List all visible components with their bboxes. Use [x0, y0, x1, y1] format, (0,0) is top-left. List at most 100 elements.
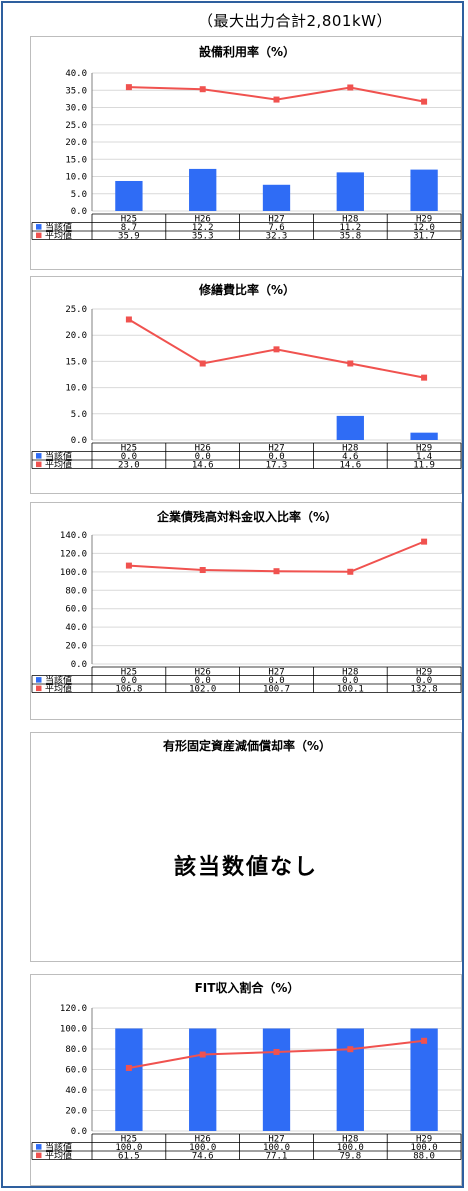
y-tick-label: 140.0 [60, 531, 87, 541]
point-average-H27 [273, 96, 280, 103]
data-label-average: 14.6 [192, 460, 214, 470]
debt-ratio-chart: 企業債残高対料金収入比率（%） 0.0 20.0 40.0 60.0 80.0 100.0 1… [31, 509, 462, 694]
point-average-H28 [347, 360, 354, 367]
depreciation-ratio-chart: 有形固定資産減価償却率（%） [163, 738, 331, 753]
legend-average-label: 平均値 [45, 682, 72, 694]
legend-average-swatch [36, 461, 42, 468]
bar-current-H29 [410, 169, 438, 211]
y-tick-label: 0.0 [71, 660, 87, 670]
data-label-current: 7.6 [268, 223, 284, 233]
point-average-H28 [347, 1046, 354, 1053]
data-label-current: 0.0 [195, 676, 211, 686]
y-tick-label: 25.0 [65, 305, 87, 315]
data-label-current: 100.0 [115, 1143, 142, 1153]
bar-current-H26 [189, 168, 217, 211]
point-average-H26 [199, 86, 206, 93]
line-average [128, 540, 425, 573]
data-label-average: 17.3 [266, 460, 288, 470]
x-category-label: H27 [268, 443, 284, 453]
chart-title: 設備利用率（%） [199, 44, 295, 59]
data-label-average: 102.0 [189, 684, 216, 694]
y-tick-label: 20.0 [65, 642, 87, 652]
chart-title: 有形固定資産減価償却率（%） [163, 738, 331, 753]
data-label-average: 79.8 [339, 1151, 361, 1161]
y-tick-label: 120.0 [60, 1004, 87, 1014]
x-category-label: H29 [416, 214, 432, 224]
data-label-average: 32.3 [266, 231, 288, 241]
y-tick-label: 40.0 [65, 69, 87, 79]
legend-current-swatch [36, 1144, 42, 1150]
legend-current-label: 当該値 [45, 1141, 72, 1153]
x-category-label: H25 [121, 667, 137, 677]
data-label-average: 35.8 [339, 231, 361, 241]
bar-current-H25 [115, 180, 143, 211]
data-label-average: 23.0 [118, 460, 140, 470]
data-label-average: 100.1 [337, 684, 364, 694]
data-label-average: 31.7 [413, 231, 435, 241]
x-category-label: H26 [195, 443, 211, 453]
legend-average-swatch [36, 1152, 42, 1159]
y-tick-label: 0.0 [71, 207, 87, 217]
point-average-H29 [421, 1037, 428, 1044]
x-category-label: H26 [195, 667, 211, 677]
data-label-average: 11.9 [413, 460, 435, 470]
x-category-label: H29 [416, 443, 432, 453]
data-label-average: 61.5 [118, 1151, 140, 1161]
chart-title: 修繕費比率（%） [198, 282, 295, 297]
data-label-average: 35.3 [192, 231, 214, 241]
repair-cost-ratio-chart: 修繕費比率（%） 0.0 5.0 10.0 15.0 20.0 25.0 H25 H26 H27 H… [31, 282, 462, 470]
data-label-current: 4.6 [342, 452, 358, 462]
y-tick-label: 5.0 [71, 410, 87, 420]
data-label-current: 0.0 [416, 676, 432, 686]
point-average-H29 [421, 98, 428, 105]
x-category-label: H25 [121, 214, 137, 224]
point-average-H25 [125, 84, 132, 91]
chart-panel-capacity-factor: 設備利用率（%） 0.0 5.0 10.0 15.0 20.0 25.0 30.0 35.0 40… [30, 36, 462, 270]
x-category-label: H28 [342, 214, 358, 224]
legend-average-swatch [36, 685, 42, 692]
chart-title: FIT収入割合（%） [195, 980, 300, 995]
data-label-average: 14.6 [339, 460, 361, 470]
legend-current-swatch [36, 224, 42, 230]
point-average-H28 [347, 568, 354, 575]
legend-average-label: 平均値 [45, 458, 72, 470]
legend-current-label: 当該値 [45, 674, 72, 686]
point-average-H25 [125, 1064, 132, 1071]
legend-current-label: 当該値 [45, 221, 72, 233]
point-average-H26 [199, 1051, 206, 1058]
x-category-label: H29 [416, 1134, 432, 1144]
x-category-label: H28 [342, 1134, 358, 1144]
y-tick-label: 80.0 [65, 586, 87, 596]
data-label-average: 77.1 [266, 1151, 288, 1161]
point-average-H25 [125, 562, 132, 569]
chart-panel-depreciation-ratio: 有形固定資産減価償却率（%） 該当数値なし [30, 732, 462, 962]
y-tick-label: 40.0 [65, 623, 87, 633]
data-label-average: 132.8 [411, 684, 438, 694]
chart-panel-debt-ratio: 企業債残高対料金収入比率（%） 0.0 20.0 40.0 60.0 80.0 100.0 1… [30, 502, 462, 720]
point-average-H26 [199, 360, 206, 367]
point-average-H25 [125, 316, 132, 323]
y-tick-label: 20.0 [65, 331, 87, 341]
y-tick-label: 10.0 [65, 173, 87, 183]
y-tick-label: 60.0 [65, 1066, 87, 1076]
capacity-header: （最大出力合計2,801kW） [198, 12, 392, 30]
y-tick-label: 5.0 [71, 190, 87, 200]
y-tick-label: 120.0 [60, 549, 87, 559]
y-tick-label: 0.0 [71, 1127, 87, 1137]
data-label-current: 100.0 [411, 1143, 438, 1153]
data-label-current: 11.2 [339, 223, 361, 233]
bar-current-H27 [262, 1028, 291, 1131]
point-average-H29 [421, 538, 428, 545]
data-label-current: 0.0 [121, 676, 137, 686]
data-label-average: 35.9 [118, 231, 140, 241]
data-label-current: 0.0 [121, 452, 137, 462]
no-data-message: 該当数値なし [173, 855, 318, 880]
x-category-label: H27 [268, 667, 284, 677]
x-category-label: H28 [342, 667, 358, 677]
x-category-label: H27 [268, 1134, 284, 1144]
y-tick-label: 20.0 [65, 138, 87, 148]
legend-average-label: 平均値 [45, 229, 72, 241]
bar-current-H27 [262, 184, 291, 211]
legend-average-label: 平均値 [45, 1149, 72, 1161]
bar-current-H29 [410, 432, 438, 440]
